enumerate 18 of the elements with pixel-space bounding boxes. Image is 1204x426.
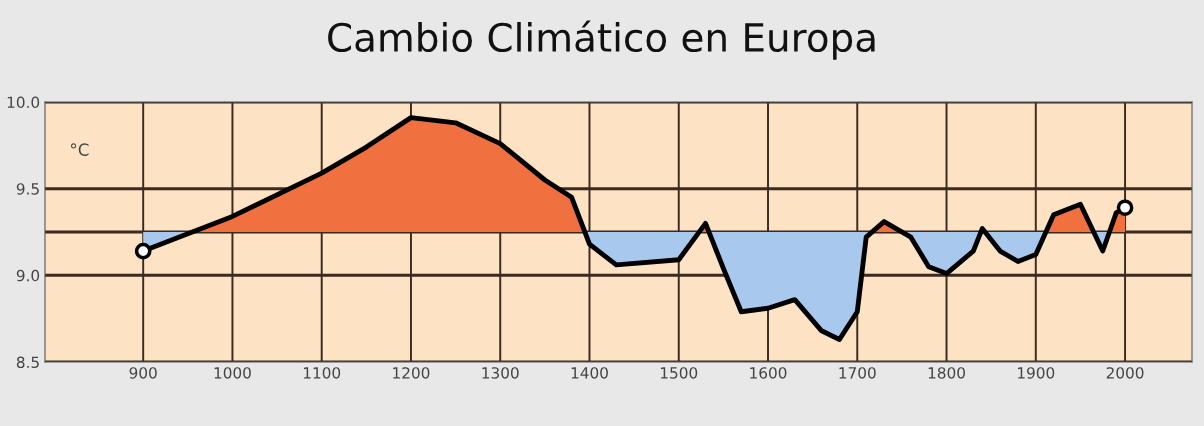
x-tick-label: 1300 [482,367,519,379]
x-tick-label: 1000 [214,367,251,379]
x-tick-label: 1700 [839,367,876,379]
chart-title: Cambio Climático en Europa [328,20,875,60]
x-tick-label: 1200 [393,367,430,379]
y-tick-label: 9.0 [16,269,40,282]
x-tick-label: 900 [129,367,157,379]
x-tick-label: 1800 [928,367,965,379]
x-tick-label: 1100 [303,367,341,379]
y-tick-label: 8.5 [16,356,39,369]
x-tick-label: 1600 [750,367,787,379]
x-tick-label: 1900 [1018,367,1055,379]
y-tick-label: 10.0 [7,96,40,109]
x-tick-label: 2000 [1106,367,1144,379]
y-tick-label: 9.5 [16,183,39,195]
x-tick-label: 1400 [571,367,608,379]
x-tick-label: 1500 [660,367,698,379]
y-axis-title: °C [71,143,89,156]
